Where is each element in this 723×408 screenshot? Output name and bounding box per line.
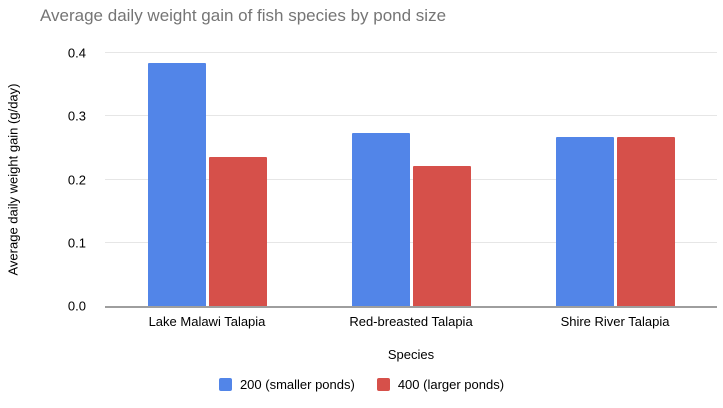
- bar: [351, 132, 410, 306]
- gridline: [105, 115, 717, 117]
- bar: [412, 165, 471, 306]
- y-axis-tick-labels: 0.0 0.1 0.2 0.3 0.4: [0, 46, 96, 314]
- x-axis-category-labels: Lake Malawi Talapia Red-breasted Talapia S…: [105, 314, 717, 329]
- bar: [208, 157, 267, 306]
- legend-label: 200 (smaller ponds): [239, 377, 355, 392]
- gridline: [105, 241, 717, 243]
- legend: 200 (smaller ponds) 400 (larger ponds): [0, 377, 723, 392]
- gridline: [105, 52, 717, 53]
- legend-swatch-icon: [218, 378, 232, 391]
- bar-groups: [105, 53, 717, 306]
- x-category-label: Lake Malawi Talapia: [148, 314, 266, 329]
- legend-item: 400 (larger ponds): [376, 377, 505, 392]
- x-category-label: Shire River Talapia: [560, 314, 670, 329]
- legend-swatch-icon: [376, 378, 390, 391]
- plot-area: [105, 52, 717, 308]
- bar: [555, 137, 614, 306]
- y-tick-label: 0.2: [67, 172, 86, 187]
- legend-label: 400 (larger ponds): [397, 377, 505, 392]
- y-tick-label: 0.1: [67, 235, 86, 251]
- bar-group: [105, 53, 309, 306]
- gridline: [105, 178, 717, 180]
- x-axis-title: Species: [387, 347, 435, 362]
- x-category-label: Red-breasted Talapia: [349, 314, 473, 329]
- bar-group: [309, 53, 513, 306]
- y-tick-label: 0.0: [67, 298, 86, 314]
- chart-title: Average daily weight gain of fish specie…: [40, 6, 447, 25]
- y-tick-label: 0.4: [67, 45, 86, 61]
- bar: [616, 136, 675, 306]
- bar-group: [513, 53, 717, 306]
- bar: [147, 62, 206, 306]
- y-tick-label: 0.3: [67, 108, 86, 124]
- legend-item: 200 (smaller ponds): [218, 377, 355, 392]
